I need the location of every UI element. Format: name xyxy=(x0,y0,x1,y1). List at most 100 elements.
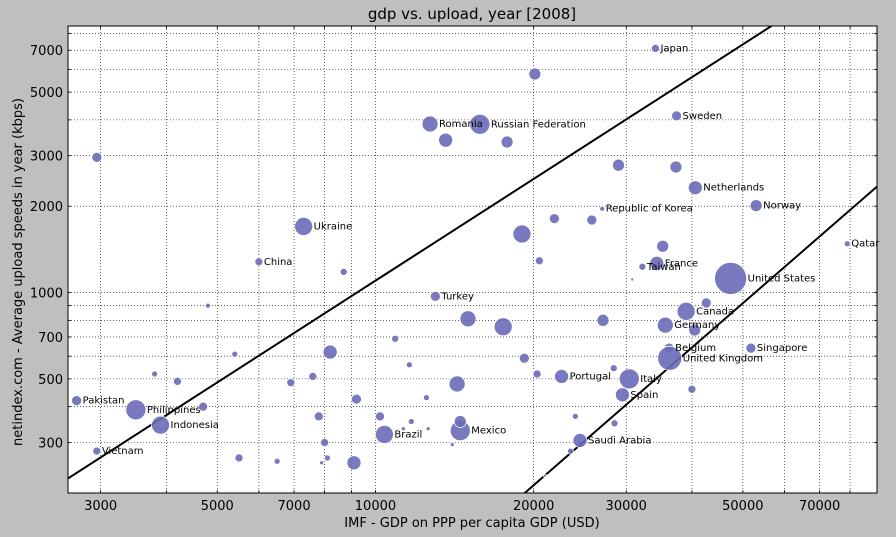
data-point xyxy=(324,454,331,462)
data-point xyxy=(151,415,170,435)
plot-area: Japan Sweden Romania Russian Federation Neth… xyxy=(30,25,881,514)
data-point xyxy=(322,344,338,360)
y-tick-label: 700 xyxy=(38,331,63,346)
y-tick-label: 7000 xyxy=(30,44,63,59)
point-label: Vietnam xyxy=(102,446,144,457)
point-label: Japan xyxy=(659,43,688,54)
data-point xyxy=(234,453,244,463)
data-point xyxy=(599,205,606,212)
chart-title: gdp vs. upload, year [2008] xyxy=(368,5,576,23)
data-point xyxy=(286,378,296,388)
x-tick-label: 10000 xyxy=(355,499,396,514)
x-tick-label: 3000 xyxy=(84,499,117,514)
data-point xyxy=(534,256,544,266)
point-label: France xyxy=(665,258,698,269)
data-point xyxy=(205,302,211,309)
point-label: Portugal xyxy=(570,371,611,382)
data-point xyxy=(425,426,431,432)
data-point xyxy=(688,323,702,337)
data-point xyxy=(92,446,102,456)
point-label: Germany xyxy=(674,320,720,331)
data-point xyxy=(401,426,406,432)
point-label: Singapore xyxy=(757,343,807,354)
data-point xyxy=(549,213,560,224)
data-point xyxy=(749,199,763,212)
point-label: Spain xyxy=(630,390,658,401)
data-point xyxy=(542,473,547,478)
data-point xyxy=(453,415,467,428)
data-point xyxy=(231,350,239,358)
point-label: Brazil xyxy=(394,429,422,440)
point-label: Italy xyxy=(640,374,662,385)
data-point xyxy=(493,317,513,337)
point-label: Turkey xyxy=(440,291,474,302)
data-point xyxy=(610,419,619,428)
point-labels: Japan Sweden Romania Russian Federation Neth… xyxy=(83,43,881,457)
data-point xyxy=(571,413,579,420)
data-point xyxy=(687,384,697,394)
point-label: United States xyxy=(748,273,816,284)
data-point xyxy=(657,345,683,371)
data-point xyxy=(714,262,747,295)
data-point xyxy=(745,342,757,354)
data-point xyxy=(649,255,665,271)
data-point xyxy=(91,152,103,163)
point-label: Saudi Arabia xyxy=(588,435,651,446)
data-point xyxy=(319,460,325,466)
data-point xyxy=(421,115,439,133)
data-point xyxy=(572,433,588,448)
x-axis-label: IMF - GDP on PPP per capita GDP (USD) xyxy=(344,516,599,531)
data-point xyxy=(638,262,647,271)
data-point xyxy=(528,67,542,81)
data-point xyxy=(320,438,329,447)
data-point xyxy=(669,160,683,174)
data-point xyxy=(615,387,630,403)
point-label: Mexico xyxy=(471,426,506,437)
data-point xyxy=(612,158,625,172)
data-point xyxy=(469,113,491,135)
point-label: Philippines xyxy=(147,405,201,416)
data-point xyxy=(687,180,703,196)
data-point xyxy=(676,301,696,321)
x-tick-label: 70000 xyxy=(799,499,840,514)
data-point xyxy=(125,399,147,421)
point-label: Romania xyxy=(439,119,483,130)
point-label: Indonesia xyxy=(171,420,219,431)
point-label: Belgium xyxy=(675,343,716,354)
data-point xyxy=(151,370,158,378)
data-point xyxy=(656,316,674,334)
y-tick-label: 2000 xyxy=(30,200,63,215)
point-label: China xyxy=(264,257,293,268)
data-point xyxy=(651,44,660,53)
data-point xyxy=(308,372,318,381)
data-point xyxy=(519,352,530,364)
data-point xyxy=(407,418,415,425)
data-point xyxy=(313,411,324,422)
y-tick-label: 1000 xyxy=(30,287,63,302)
point-label: Republic of Korea xyxy=(606,204,693,215)
data-point xyxy=(391,334,399,343)
data-point xyxy=(346,455,362,471)
y-tick-label: 3000 xyxy=(30,150,63,165)
x-tick-label: 5000 xyxy=(201,499,234,514)
point-label: Netherlands xyxy=(703,183,764,194)
data-point xyxy=(375,425,394,444)
data-point xyxy=(500,135,514,149)
data-point xyxy=(671,110,682,122)
data-point xyxy=(532,369,542,379)
data-point xyxy=(254,257,264,267)
data-point xyxy=(554,369,569,384)
x-tick-label: 20000 xyxy=(513,499,554,514)
data-point xyxy=(700,297,712,309)
point-label: Sweden xyxy=(683,111,723,122)
data-point xyxy=(630,277,635,282)
data-point xyxy=(448,375,466,393)
data-point xyxy=(618,368,640,390)
data-point xyxy=(294,217,313,236)
data-point xyxy=(173,377,182,386)
data-point xyxy=(656,239,670,253)
y-tick-label: 500 xyxy=(38,373,63,388)
x-tick-label: 50000 xyxy=(722,499,763,514)
point-label: Russian Federation xyxy=(491,119,586,130)
